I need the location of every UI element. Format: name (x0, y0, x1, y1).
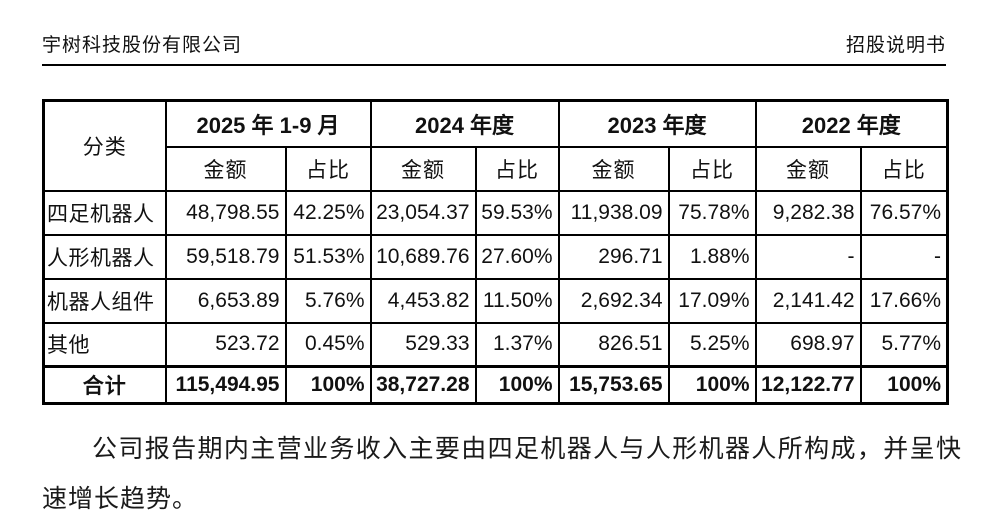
doc-type-label: 招股说明书 (845, 35, 946, 56)
cell-ratio: 5.77% (859, 321, 949, 368)
cell-amount: 826.51 (557, 321, 670, 368)
total-ratio: 100% (667, 365, 757, 405)
total-amount: 38,727.28 (369, 365, 477, 405)
company-name: 宇树科技股份有限公司 (42, 35, 243, 56)
cell-amount: 48,798.55 (164, 189, 287, 236)
cell-amount: 529.33 (369, 321, 477, 368)
row-category: 人形机器人 (42, 233, 167, 280)
cell-amount: 10,689.76 (369, 233, 477, 280)
cell-ratio: 5.25% (667, 321, 757, 368)
cell-ratio: 17.66% (859, 277, 949, 324)
row-category: 四足机器人 (42, 189, 167, 236)
cell-ratio: - (859, 233, 949, 280)
cell-ratio: 42.25% (284, 189, 372, 236)
cell-ratio: 17.09% (667, 277, 757, 324)
cell-amount: 9,282.38 (754, 189, 862, 236)
total-amount: 115,494.95 (164, 365, 287, 405)
table-row-other: 其他 523.72 0.45% 529.33 1.37% 826.51 5.25… (42, 321, 949, 368)
total-ratio: 100% (859, 365, 949, 405)
cell-ratio: 27.60% (474, 233, 560, 280)
cell-ratio: 1.88% (667, 233, 757, 280)
cell-ratio: 5.76% (284, 277, 372, 324)
total-ratio: 100% (284, 365, 372, 405)
ratio-header-2024: 占比 (474, 145, 560, 192)
category-column-header: 分类 (42, 99, 167, 192)
ratio-header-2023: 占比 (667, 145, 757, 192)
table-row-quadruped: 四足机器人 48,798.55 42.25% 23,054.37 59.53% … (42, 189, 949, 236)
page-header: 宇树科技股份有限公司 招股说明书 (42, 30, 946, 66)
table-row-total: 合计 115,494.95 100% 38,727.28 100% 15,753… (42, 365, 949, 405)
cell-amount: 23,054.37 (369, 189, 477, 236)
row-category: 机器人组件 (42, 277, 167, 324)
amount-header-2022: 金额 (754, 145, 862, 192)
cell-amount: 2,692.34 (557, 277, 670, 324)
cell-amount: 523.72 (164, 321, 287, 368)
revenue-breakdown-table: 分类 2025 年 1-9 月 2024 年度 2023 年度 2022 年度 … (42, 99, 950, 405)
cell-ratio: 1.37% (474, 321, 560, 368)
total-amount: 12,122.77 (754, 365, 862, 405)
cell-amount: 2,141.42 (754, 277, 862, 324)
cell-ratio: 76.57% (859, 189, 949, 236)
cell-ratio: 75.78% (667, 189, 757, 236)
table-header-periods: 分类 2025 年 1-9 月 2024 年度 2023 年度 2022 年度 (42, 99, 949, 192)
cell-ratio: 0.45% (284, 321, 372, 368)
row-category: 其他 (42, 321, 167, 368)
total-ratio: 100% (474, 365, 560, 405)
cell-amount: 698.97 (754, 321, 862, 368)
amount-header-2024: 金额 (369, 145, 477, 192)
body-paragraph: 公司报告期内主营业务收入主要由四足机器人与人形机器人所构成，并呈快速增长趋势。 (42, 436, 962, 513)
cell-ratio: 51.53% (284, 233, 372, 280)
table-row-humanoid: 人形机器人 59,518.79 51.53% 10,689.76 27.60% … (42, 233, 949, 280)
cell-amount: - (754, 233, 862, 280)
cell-ratio: 59.53% (474, 189, 560, 236)
table-row-components: 机器人组件 6,653.89 5.76% 4,453.82 11.50% 2,6… (42, 277, 949, 324)
period-header-2023: 2023 年度 (557, 99, 757, 148)
ratio-header-2022: 占比 (859, 145, 949, 192)
ratio-header-2025: 占比 (284, 145, 372, 192)
total-amount: 15,753.65 (557, 365, 670, 405)
period-header-2022: 2022 年度 (754, 99, 949, 148)
prospectus-page: 宇树科技股份有限公司 招股说明书 分类 2025 年 1-9 月 2024 年度… (0, 30, 1006, 526)
amount-header-2023: 金额 (557, 145, 670, 192)
cell-amount: 59,518.79 (164, 233, 287, 280)
amount-header-2025: 金额 (164, 145, 287, 192)
cell-amount: 4,453.82 (369, 277, 477, 324)
period-header-2025: 2025 年 1-9 月 (164, 99, 372, 148)
cell-amount: 6,653.89 (164, 277, 287, 324)
table-header-measures: 金额 占比 金额 占比 金额 占比 金额 占比 (44, 145, 949, 192)
total-label: 合计 (42, 365, 167, 405)
cell-amount: 11,938.09 (557, 189, 670, 236)
cell-amount: 296.71 (557, 233, 670, 280)
cell-ratio: 11.50% (474, 277, 560, 324)
period-header-2024: 2024 年度 (369, 99, 560, 148)
